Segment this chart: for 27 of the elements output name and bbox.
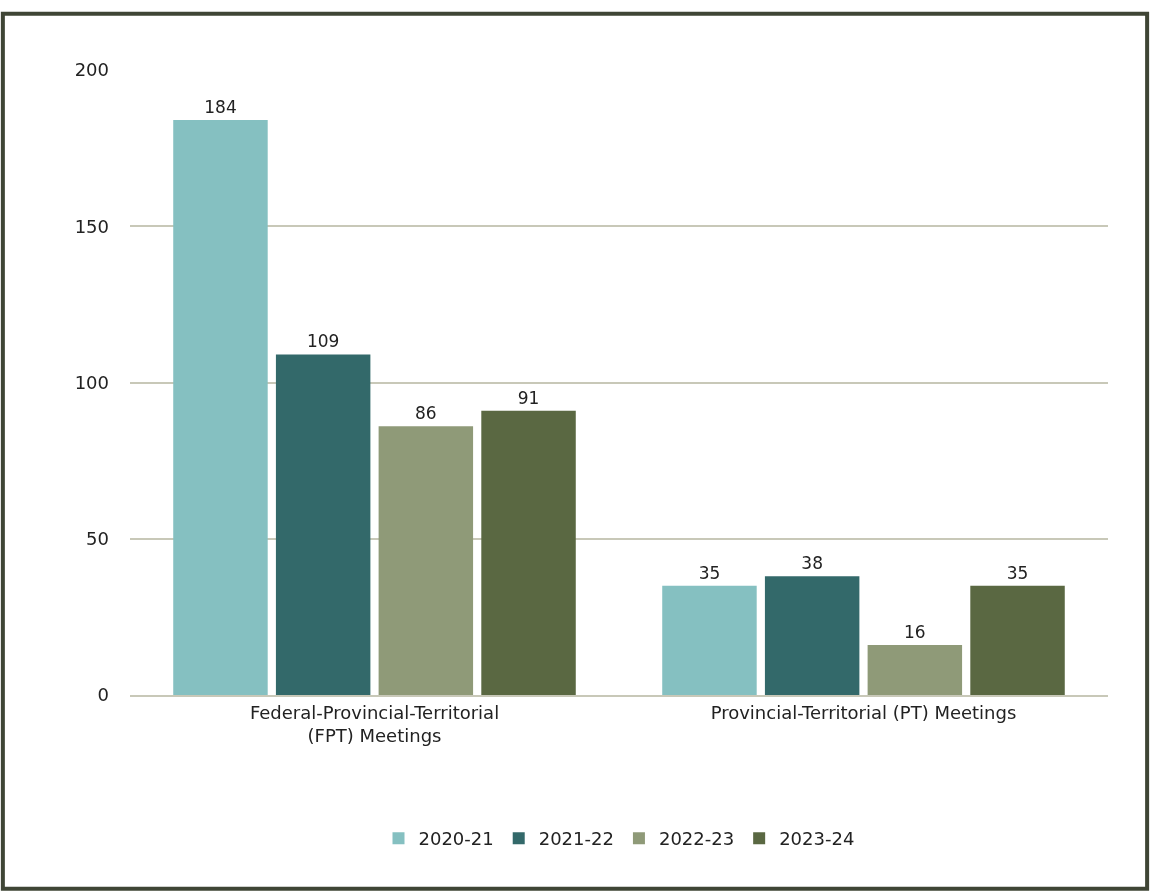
data-label: 38 [801,553,823,574]
bar [764,576,860,695]
data-label: 35 [1006,562,1029,583]
data-label: 184 [204,97,237,117]
bar [970,585,1065,695]
legend-label: 2021-22 [538,828,614,850]
bar [378,426,474,695]
legend-label: 2020-21 [418,828,494,850]
data-label: 16 [904,622,926,642]
data-label: 86 [415,403,437,424]
legend-label: 2022-23 [658,828,735,850]
bar [867,645,963,695]
x-tick-label: Provincial-Territorial (PT) Meetings [710,701,1017,723]
y-tick-label: 200 [74,59,109,81]
bar [173,120,268,695]
data-label: 35 [698,562,721,583]
y-tick-label: 150 [74,215,109,237]
y-tick-label: 100 [74,371,109,393]
y-tick-label: 50 [86,528,109,550]
bar [481,410,576,695]
legend-label: 2023-24 [779,828,855,850]
data-label: 109 [306,331,340,352]
y-tick-label: 0 [97,684,109,706]
bar [275,354,371,695]
x-tick-label: Federal-Provincial-Territorial (FPT) Meetings [249,701,500,746]
bar [662,585,757,695]
data-label: 91 [517,387,540,408]
